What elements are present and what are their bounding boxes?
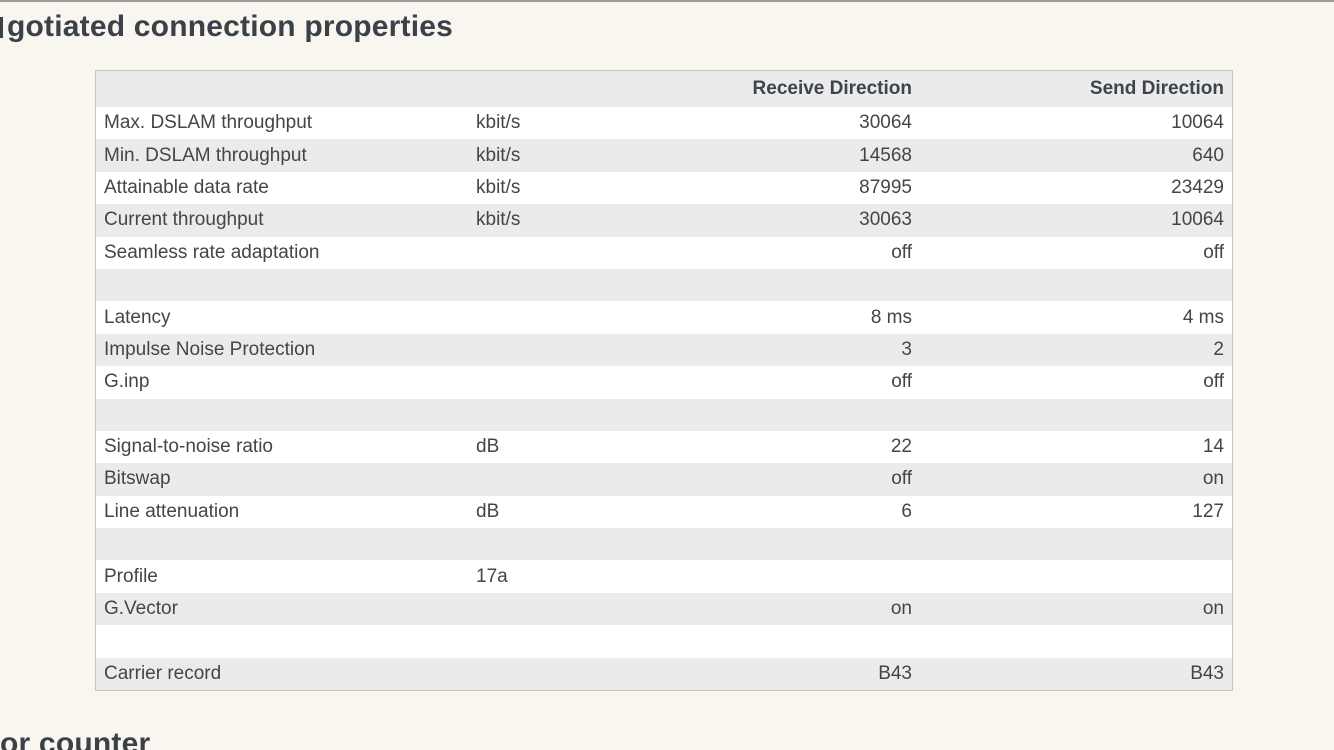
row-receive-value: 14568	[859, 144, 912, 166]
row-send-value: 10064	[1171, 209, 1224, 231]
header-receive-direction: Receive Direction	[752, 78, 912, 99]
spacer-row	[96, 625, 1232, 658]
table-row: Impulse Noise Protection 3 2	[96, 333, 1232, 367]
row-label: Attainable data rate	[104, 176, 269, 198]
table-row: Line attenuation dB 6 127	[96, 495, 1232, 529]
row-send-value: on	[1202, 598, 1224, 620]
table-row: Attainable data rate kbit/s 87995 23429	[96, 171, 1232, 205]
row-send-value: 14	[1202, 436, 1224, 458]
row-label: G.Vector	[104, 598, 178, 620]
row-send-value: 640	[1192, 144, 1224, 166]
next-section-heading-clipped: or counter	[0, 727, 151, 750]
table-row: Signal-to-noise ratio dB 22 14	[96, 430, 1232, 464]
row-unit: kbit/s	[476, 144, 521, 166]
row-receive-value: 30063	[859, 209, 912, 231]
row-send-value: 4 ms	[1182, 306, 1224, 328]
table-header-row: Receive Direction Send Direction	[96, 71, 1232, 107]
table-row: Latency 8 ms 4 ms	[96, 301, 1232, 334]
table-row: Profile 17a	[96, 560, 1232, 593]
row-send-value: 127	[1192, 500, 1224, 522]
row-unit: kbit/s	[476, 176, 521, 198]
row-label: Impulse Noise Protection	[104, 338, 316, 360]
page-title: gotiated connection properties	[7, 10, 454, 43]
row-label: Latency	[104, 306, 171, 328]
row-label: Carrier record	[104, 662, 222, 684]
table-row: G.inp off off	[96, 366, 1232, 399]
table-row: Carrier record B43 B43	[96, 657, 1232, 691]
table-body: Max. DSLAM throughput kbit/s 30064 10064 Min…	[96, 107, 1232, 691]
row-receive-value: off	[891, 241, 912, 263]
row-unit: kbit/s	[476, 112, 521, 134]
row-send-value: B43	[1190, 662, 1224, 684]
row-label: Current throughput	[104, 209, 264, 231]
row-receive-value: 22	[890, 436, 912, 458]
row-send-value: off	[1203, 371, 1224, 393]
row-unit: dB	[476, 436, 500, 458]
table-row: Seamless rate adaptation off off	[96, 236, 1232, 269]
row-label: Profile	[104, 565, 158, 587]
row-send-value: off	[1203, 241, 1224, 263]
table-row: Bitswap off on	[96, 463, 1232, 496]
row-receive-value: 87995	[859, 176, 912, 198]
row-send-value: 10064	[1171, 112, 1224, 134]
row-send-value: 23429	[1171, 176, 1224, 198]
row-receive-value: 30064	[859, 112, 912, 134]
table-row: G.Vector on on	[96, 592, 1232, 626]
row-receive-value: off	[891, 468, 912, 490]
row-label: Signal-to-noise ratio	[104, 436, 273, 458]
row-label: G.inp	[104, 371, 150, 393]
spacer-row	[96, 398, 1232, 431]
row-label: Bitswap	[104, 468, 171, 490]
top-border-line	[0, 0, 1334, 2]
title-clipped-glyph-fragment	[0, 17, 3, 38]
spacer-row	[96, 268, 1232, 302]
row-label: Min. DSLAM throughput	[104, 144, 307, 166]
row-receive-value: on	[890, 598, 912, 620]
row-send-value: 2	[1213, 338, 1224, 360]
connection-properties-table: Receive Direction Send Direction Max. DS…	[95, 70, 1233, 692]
table-row: Current throughput kbit/s 30063 10064	[96, 204, 1232, 237]
row-unit: 17a	[476, 565, 508, 587]
row-label: Seamless rate adaptation	[104, 241, 320, 263]
row-label: Line attenuation	[104, 500, 240, 522]
header-send-direction: Send Direction	[1089, 78, 1224, 99]
row-label: Max. DSLAM throughput	[104, 112, 313, 134]
row-receive-value: 6	[901, 500, 912, 522]
row-receive-value: B43	[878, 662, 912, 684]
row-send-value: on	[1202, 468, 1224, 490]
spacer-row	[96, 528, 1232, 561]
row-receive-value: off	[891, 371, 912, 393]
row-receive-value: 3	[901, 338, 912, 360]
table-row: Min. DSLAM throughput kbit/s 14568 640	[96, 139, 1232, 172]
table-row: Max. DSLAM throughput kbit/s 30064 10064	[96, 107, 1232, 140]
row-unit: kbit/s	[476, 209, 521, 231]
row-receive-value: 8 ms	[870, 306, 912, 328]
row-unit: dB	[476, 500, 500, 522]
